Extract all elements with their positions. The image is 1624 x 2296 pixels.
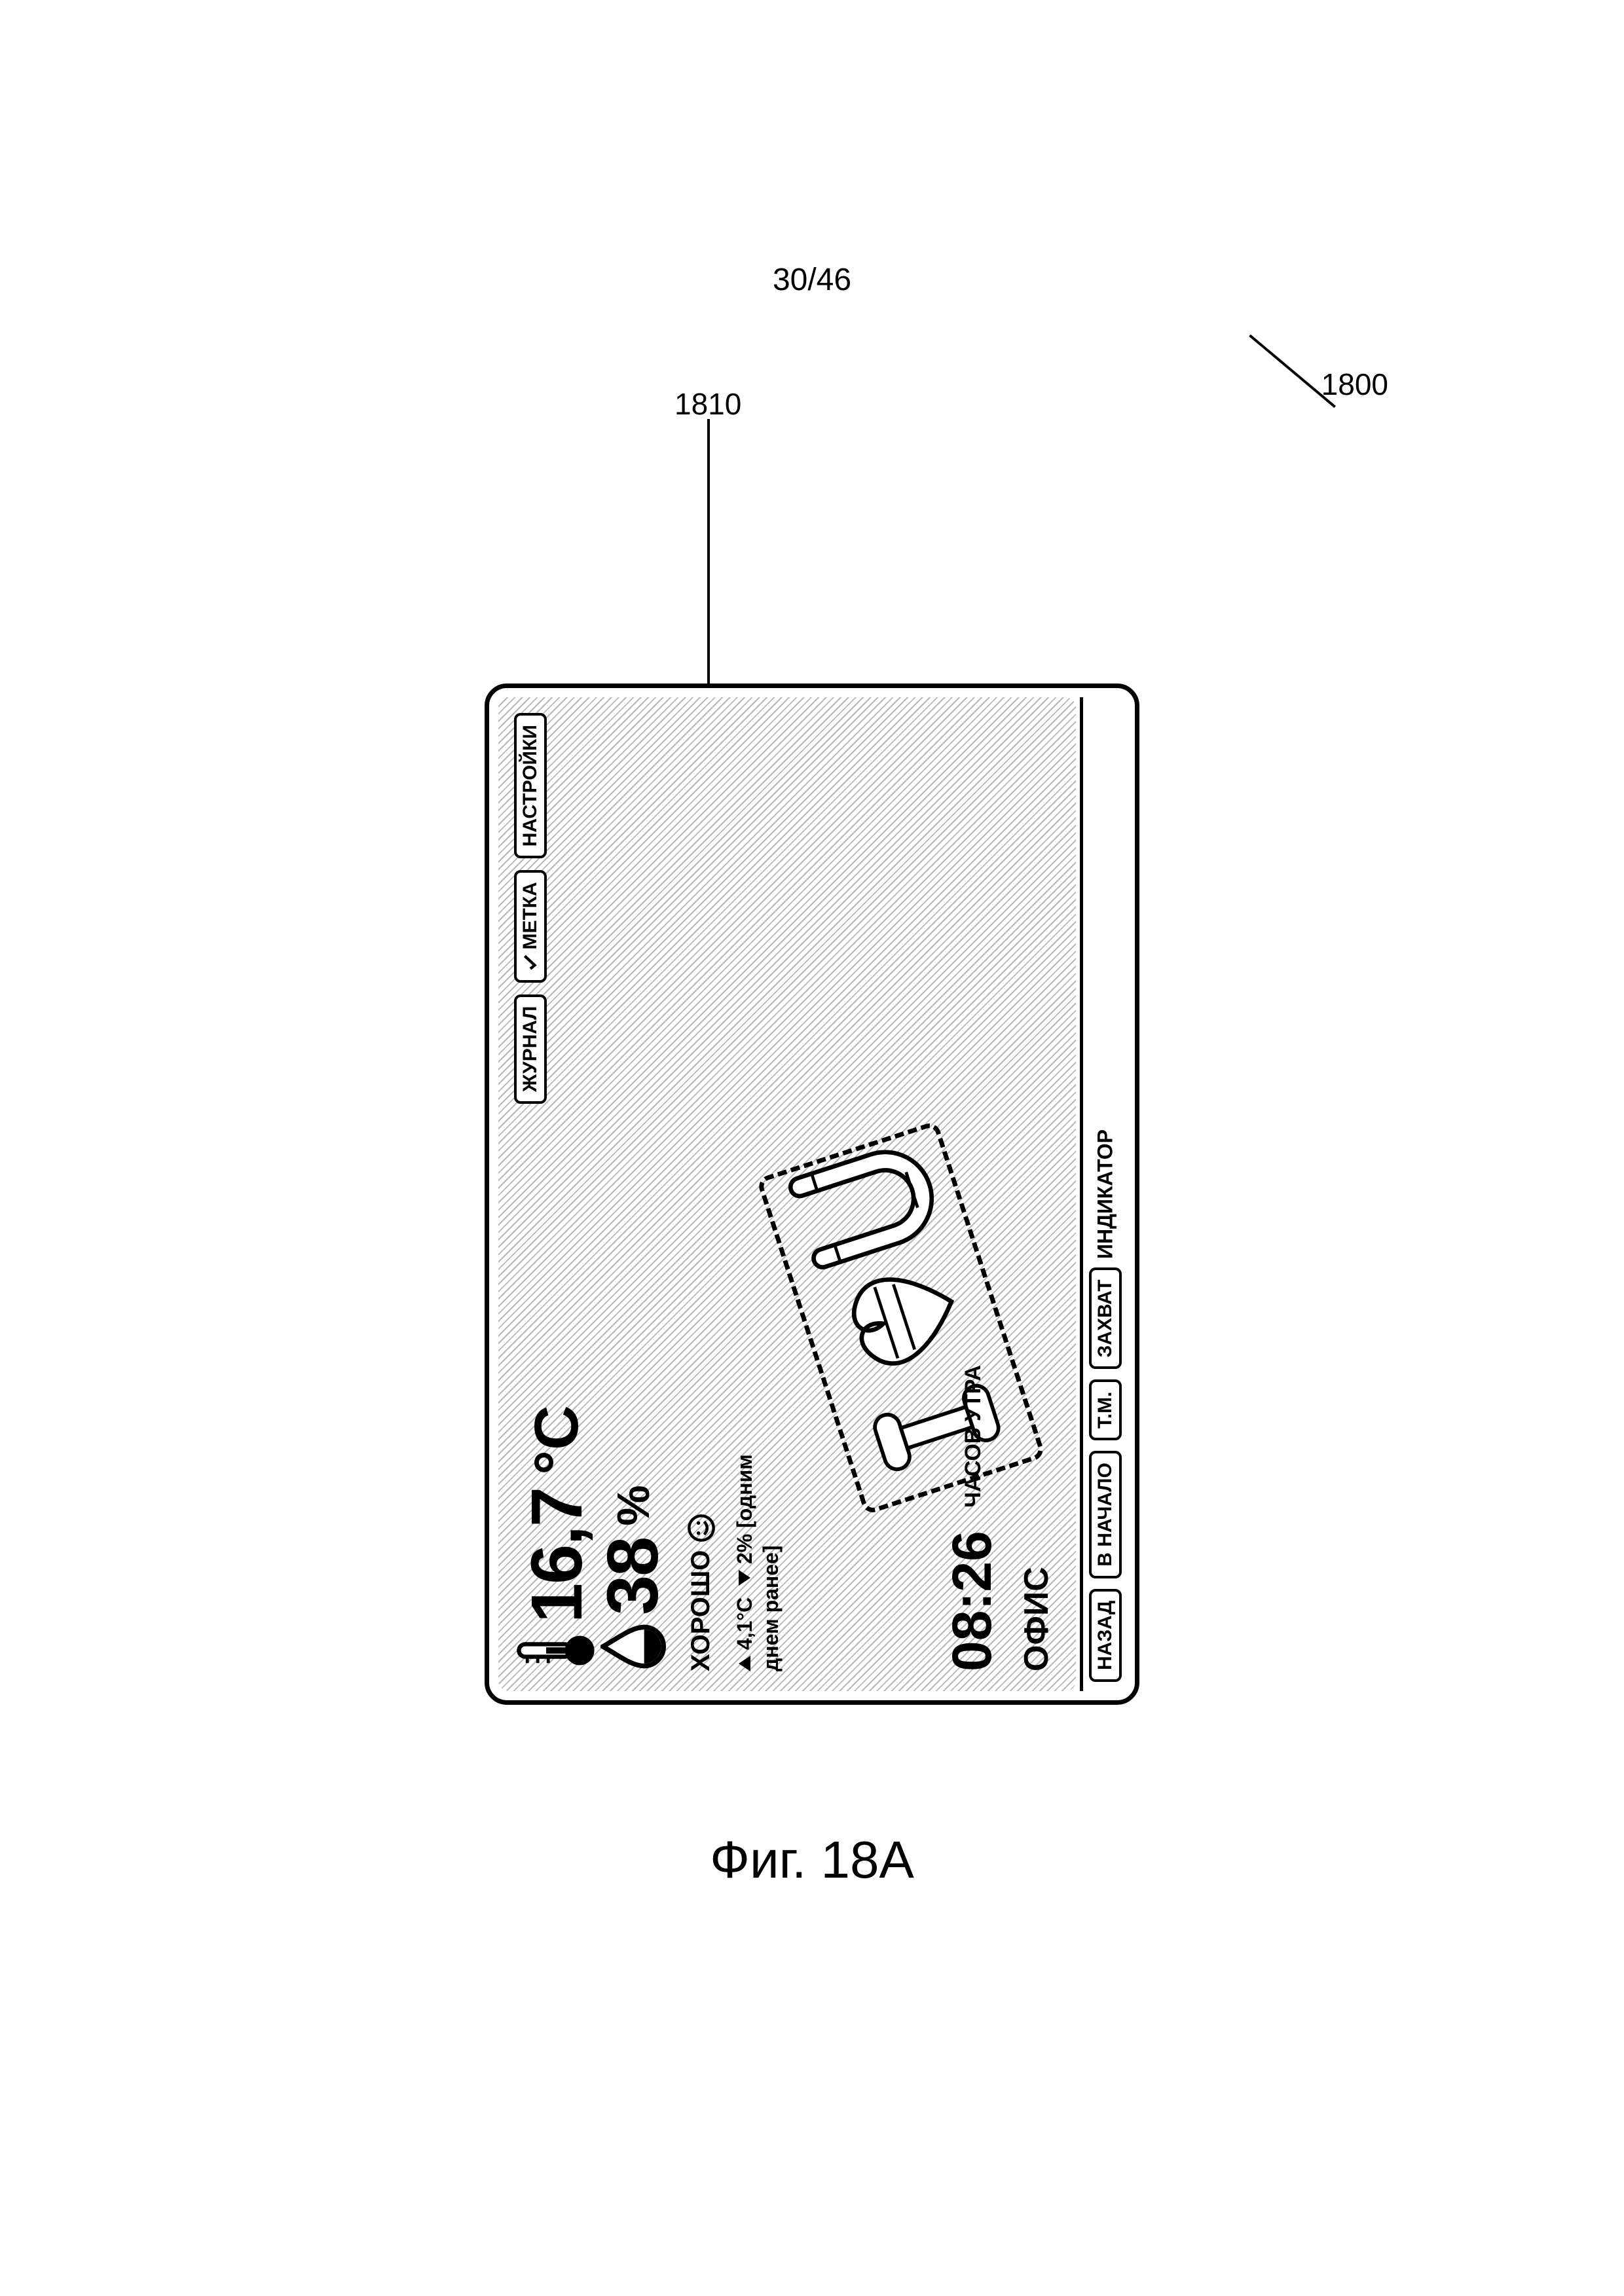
humidity-value: 38 (591, 1537, 674, 1614)
settings-button[interactable]: НАСТРОЙКИ (514, 713, 547, 858)
temperature-row: 16,7 °C (514, 1305, 599, 1671)
tm-button[interactable]: T.M. (1089, 1379, 1122, 1440)
page-number: 30/46 (0, 262, 1624, 298)
screen-area[interactable]: ЖУРНАЛ МЕТКА НАСТРОЙКИ (498, 697, 1076, 1691)
device-frame: ЖУРНАЛ МЕТКА НАСТРОЙКИ (485, 683, 1139, 1705)
humidity-row: 38 % (591, 1305, 674, 1671)
top-buttons: ЖУРНАЛ МЕТКА НАСТРОЙКИ (514, 713, 547, 1104)
humidity-unit: % (607, 1485, 659, 1525)
tag-button-label: МЕТКА (519, 882, 541, 949)
delta-temp: 4,1°C (733, 1597, 756, 1649)
delta-line2: днем ранее] (759, 1545, 783, 1671)
check-icon (522, 953, 539, 970)
time-value: 08:26 (941, 1531, 1003, 1671)
tag-button[interactable]: МЕТКА (514, 870, 547, 982)
bottom-bar: НАЗАД В НАЧАЛО T.M. ЗАХВАТ ИНДИКАТОР (1080, 697, 1127, 1691)
status-label: ХОРОШО (686, 1550, 716, 1671)
triangle-up-icon (739, 1656, 750, 1671)
back-button[interactable]: НАЗАД (1089, 1588, 1122, 1681)
figure-container: ЖУРНАЛ МЕТКА НАСТРОЙКИ (255, 801, 1369, 1587)
figure-caption: Фиг. 18A (710, 1830, 914, 1890)
smile-icon (687, 1513, 716, 1542)
time-row: 08:26 ЧАСОВ УТРА (940, 1365, 1004, 1671)
thermometer-icon (514, 1630, 599, 1671)
temperature-value: 16,7 (515, 1488, 599, 1623)
readout-column: 16,7 °C 38 % (514, 1305, 784, 1671)
journal-button[interactable]: ЖУРНАЛ (514, 994, 547, 1103)
temperature-unit: °C (521, 1405, 593, 1475)
delta-hum: 2% [одним (733, 1454, 756, 1564)
reference-number-1810: 1810 (674, 386, 741, 422)
triangle-down-icon (739, 1570, 750, 1586)
droplet-icon (600, 1622, 666, 1671)
bottom-bar-center-label: ИНДИКАТОР (1093, 1129, 1117, 1259)
location-label: ОФИС (1017, 1567, 1056, 1671)
home-button[interactable]: В НАЧАЛО (1089, 1451, 1122, 1578)
delta-text: 4,1°C 2% [одним днем ранее] (731, 1305, 784, 1671)
status-row: ХОРОШО (686, 1305, 716, 1671)
reference-number-1800: 1800 (1321, 367, 1388, 402)
capture-button[interactable]: ЗАХВАТ (1089, 1267, 1122, 1369)
patent-figure-page: 30/46 1800 1810 ЖУРНАЛ МЕТКА НАСТРОЙК (0, 0, 1624, 2296)
time-suffix: ЧАСОВ УТРА (961, 1365, 986, 1508)
